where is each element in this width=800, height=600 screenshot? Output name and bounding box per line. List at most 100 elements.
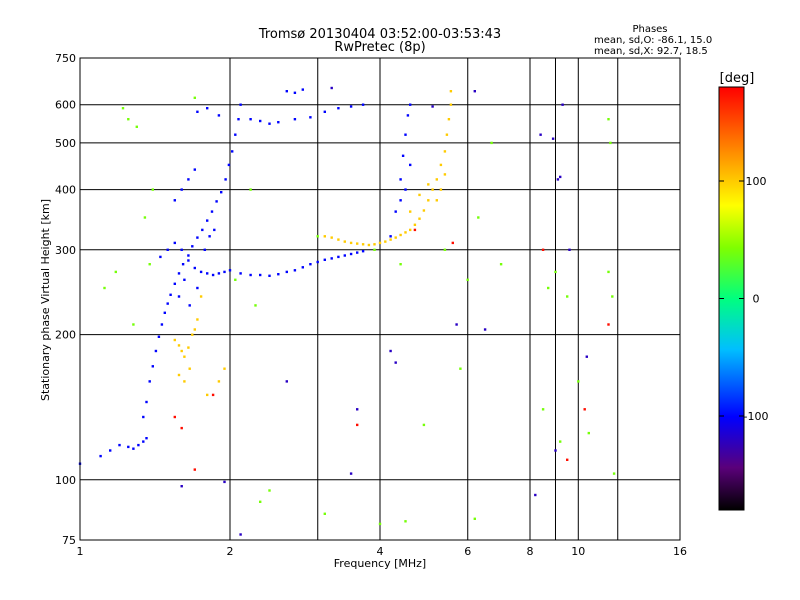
data-point (259, 500, 262, 503)
data-point (180, 188, 183, 191)
colorbar-ticks: 100 0 -100 (719, 175, 768, 423)
data-point (154, 349, 158, 353)
data-point (330, 86, 333, 90)
data-point (349, 241, 353, 245)
data-point (193, 468, 196, 471)
data-point (210, 210, 214, 213)
data-point (399, 233, 402, 237)
data-point (173, 282, 176, 285)
data-point (277, 273, 280, 276)
data-point (137, 443, 140, 447)
data-point (427, 183, 430, 186)
colorbar-tick-label: 0 (753, 293, 760, 306)
data-point (356, 242, 359, 245)
data-point (361, 250, 365, 253)
x-tick-label: 8 (527, 545, 534, 558)
data-point (187, 178, 190, 181)
data-point (193, 96, 196, 99)
data-point (349, 105, 353, 108)
grid-lines (80, 58, 680, 540)
data-point (285, 90, 288, 93)
data-point (173, 199, 176, 202)
data-point (394, 210, 397, 213)
data-point (435, 178, 438, 181)
data-point (301, 266, 304, 269)
data-point (451, 241, 454, 245)
data-point (187, 259, 190, 262)
x-tick-labels: 1 2 4 6 8 10 16 (77, 545, 688, 558)
data-point (330, 236, 333, 239)
data-point (224, 178, 227, 181)
data-point (422, 423, 426, 427)
data-point (254, 304, 257, 307)
data-point (183, 278, 186, 281)
data-point (422, 209, 426, 212)
y-tick-label: 300 (55, 244, 76, 257)
data-point (612, 472, 616, 475)
data-point (337, 107, 340, 110)
data-point (285, 270, 288, 274)
data-point (206, 107, 209, 110)
data-point (406, 114, 410, 117)
data-point (559, 440, 562, 443)
data-point (361, 103, 365, 106)
data-point (127, 445, 130, 449)
data-point (587, 431, 590, 435)
data-point (249, 273, 252, 277)
data-point (132, 447, 135, 450)
data-point (196, 286, 199, 290)
data-point (539, 133, 542, 136)
data-point (554, 270, 557, 274)
data-point (443, 248, 447, 251)
data-point (443, 173, 447, 176)
y-tick-label: 100 (55, 474, 76, 487)
info-heading: Phases (632, 24, 667, 35)
data-point (409, 163, 412, 167)
x-tick-label: 2 (227, 545, 234, 558)
data-point (449, 103, 453, 106)
data-point (285, 380, 288, 383)
data-point (211, 393, 215, 397)
plot-frame (79, 57, 681, 541)
data-point (449, 90, 453, 93)
data-point (234, 278, 237, 281)
data-point (203, 248, 206, 251)
data-point (373, 243, 376, 246)
data-point (239, 533, 242, 536)
data-point (183, 380, 186, 383)
data-point (473, 90, 476, 93)
data-point (609, 141, 612, 145)
data-point (356, 408, 359, 411)
data-point (389, 238, 392, 241)
data-point (483, 328, 487, 331)
data-point (239, 103, 242, 106)
data-point (293, 269, 297, 272)
y-axis-label: Stationary phase Virtual Height [km] (39, 199, 52, 401)
data-point (173, 241, 176, 245)
data-point (249, 118, 252, 121)
data-point (99, 454, 102, 458)
data-point (394, 236, 397, 239)
data-point (445, 133, 449, 136)
data-point (145, 437, 148, 440)
data-point (439, 163, 443, 167)
data-point (180, 426, 183, 430)
data-point (196, 110, 199, 113)
data-point (568, 248, 571, 251)
data-point (566, 295, 569, 298)
data-point (323, 512, 326, 515)
colorbar-tick-label: -100 (744, 410, 769, 423)
data-point (206, 272, 209, 275)
data-point (409, 228, 412, 232)
data-point (268, 122, 271, 125)
data-point (187, 254, 190, 257)
scatter-points (78, 86, 616, 536)
data-point (356, 423, 359, 427)
data-point (399, 263, 402, 266)
x-tick-label: 6 (464, 545, 471, 558)
data-point (399, 199, 402, 202)
data-point (427, 199, 430, 202)
data-point (114, 270, 117, 274)
data-point (431, 105, 434, 108)
